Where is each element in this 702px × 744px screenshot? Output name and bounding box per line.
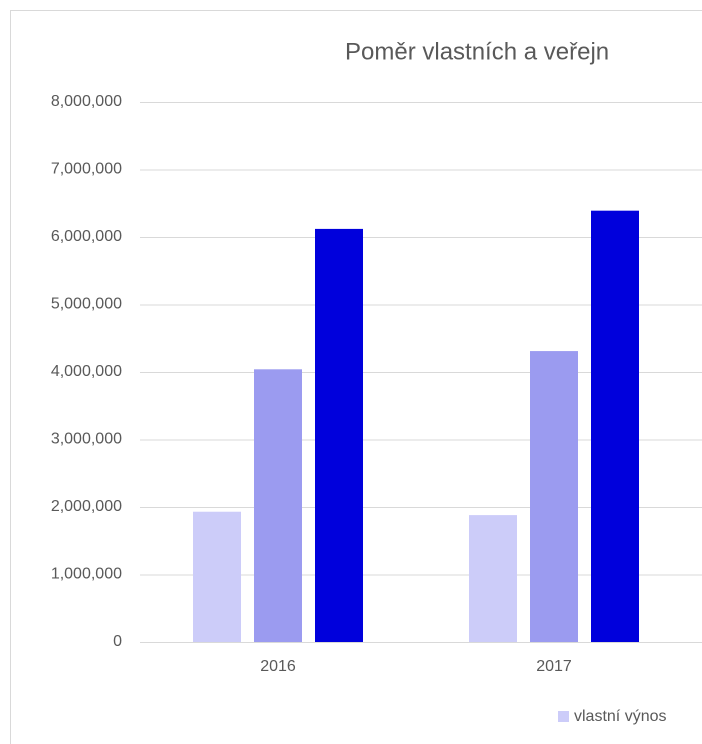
chart-title: Poměr vlastních a veřejn xyxy=(345,38,609,65)
bar xyxy=(254,369,302,642)
y-tick-label: 2,000,000 xyxy=(51,498,122,515)
y-tick-label: 0 xyxy=(113,633,122,650)
y-tick-label: 7,000,000 xyxy=(51,161,122,178)
y-tick-label: 4,000,000 xyxy=(51,363,122,380)
x-tick-label: 2016 xyxy=(260,658,296,675)
bar xyxy=(315,228,363,642)
bar xyxy=(591,210,639,643)
y-tick-label: 5,000,000 xyxy=(51,296,122,313)
legend-label: vlastní výnos xyxy=(574,708,666,725)
legend-swatch xyxy=(558,711,569,722)
y-tick-label: 1,000,000 xyxy=(51,566,122,583)
bar xyxy=(193,511,241,642)
y-tick-label: 8,000,000 xyxy=(51,93,122,110)
bar xyxy=(530,351,578,642)
bar xyxy=(469,515,517,642)
x-tick-label: 2017 xyxy=(536,658,572,675)
y-tick-label: 3,000,000 xyxy=(51,431,122,448)
y-tick-label: 6,000,000 xyxy=(51,228,122,245)
